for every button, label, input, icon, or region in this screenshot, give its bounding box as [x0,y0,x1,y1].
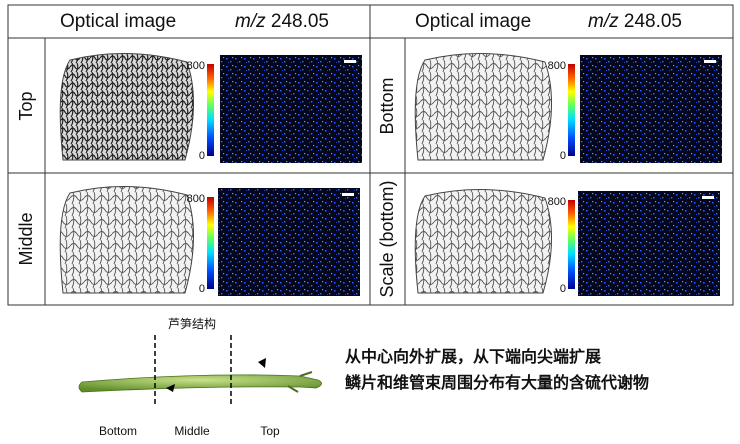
ms-image [220,55,362,163]
colorbar-max: 800 [187,193,205,205]
section-label: Top [260,424,280,438]
header-text: m/z [235,11,266,32]
ms-image [218,188,360,296]
colorbar-min: 0 [199,150,205,162]
colorbar-min: 0 [560,150,566,162]
ms-image [580,55,722,163]
row-label: Scale (bottom) [377,180,397,297]
description: 鳞片和维管束周围分布有大量的含硫代谢物 [345,373,649,392]
section-label: Middle [174,424,210,438]
scale-bar [344,60,356,63]
colorbar-max: 800 [548,196,566,208]
optical-image [59,52,195,161]
diagram-title: 芦笋结构 [168,316,216,331]
header-text: 248.05 [624,11,682,32]
header-text: Optical image [60,11,176,32]
optical-image [59,185,195,294]
row-label: Middle [16,212,36,265]
asparagus [78,374,322,393]
panels: Top 800 0 Middle 800 0 Bottom 800 0 Scale (bottom… [16,52,722,298]
colorbar [207,64,214,156]
colorbar-min: 0 [199,283,205,295]
asparagus-scale [287,371,313,393]
scale-bar [342,193,354,196]
colorbar-max: 800 [548,60,566,72]
description: 从中心向外扩展，从下端向尖端扩展 [345,347,602,366]
ms-image [578,191,720,296]
section-label: Bottom [99,424,137,438]
colorbar [207,197,214,289]
colorbar [568,200,575,289]
optical-image [414,189,552,294]
colorbar [568,64,575,156]
header-text: 248.05 [271,11,329,32]
colorbar-max: 800 [187,60,205,72]
header-text: Optical image [415,11,531,32]
row-label: Top [16,91,36,120]
colorbar-min: 0 [560,283,566,295]
scale-bar [702,196,714,199]
header-text: m/z 248.05 [235,11,329,32]
header-text: m/z [588,11,619,32]
row-label: Bottom [377,77,397,134]
scale-bar [704,60,716,63]
header-text: m/z 248.05 [588,11,682,32]
optical-image [414,53,553,161]
